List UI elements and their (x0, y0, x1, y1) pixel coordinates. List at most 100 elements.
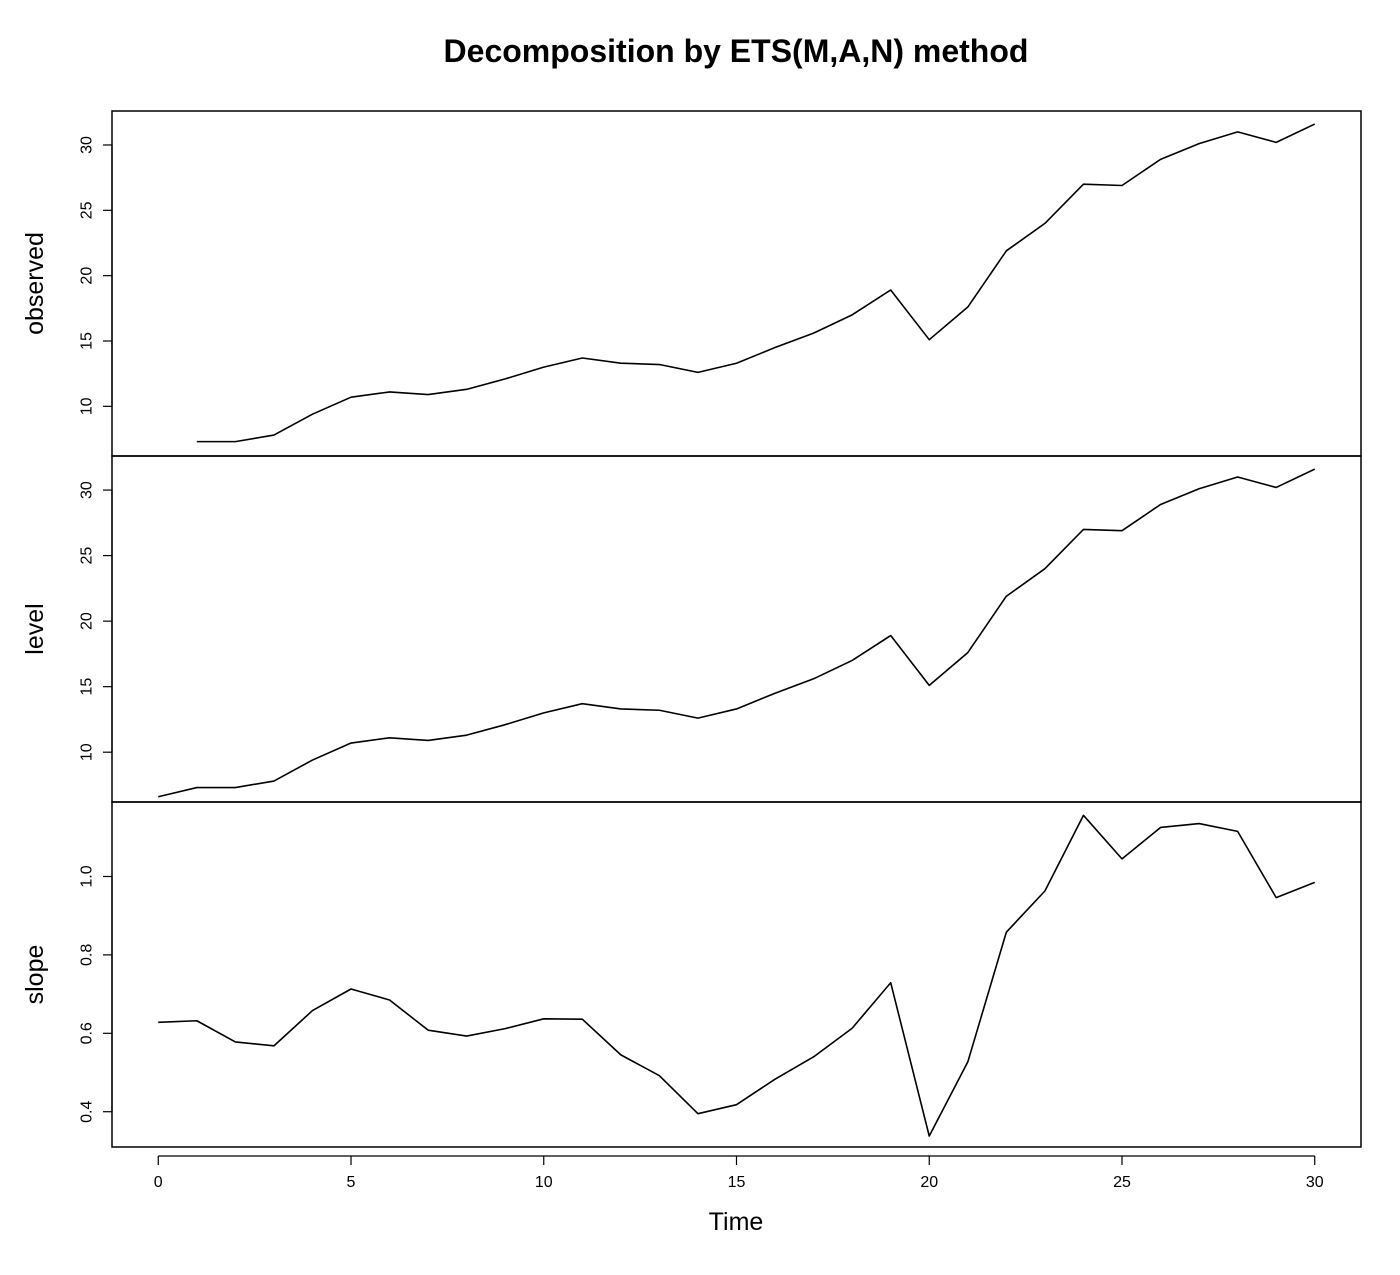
x-axis: 0 5 10 15 20 25 30 (154, 1155, 1324, 1191)
chart-title: Decomposition by ETS(M,A,N) method (444, 33, 1029, 69)
data-point-level (735, 708, 737, 710)
data-point-level (1044, 568, 1046, 570)
data-point-observed (196, 440, 198, 442)
data-point-level (1236, 476, 1238, 478)
data-point-observed (504, 378, 506, 380)
data-point-observed (581, 357, 583, 359)
data-point-observed (350, 396, 352, 398)
data-point-slope (157, 1021, 159, 1023)
data-point-observed (427, 393, 429, 395)
data-point-level (658, 709, 660, 711)
data-point-observed (658, 363, 660, 365)
data-point-observed (1275, 141, 1277, 143)
y-tick-label: 25 (79, 201, 96, 219)
panels-layer: observed 10 15 20 25 30 level 10 15 20 25 30 slope 0.… (21, 110, 1362, 1148)
data-point-observed (774, 346, 776, 348)
data-point-slope (774, 1078, 776, 1080)
data-point-observed (1044, 222, 1046, 224)
data-point-slope (1005, 931, 1007, 933)
panel-frame (111, 455, 1362, 803)
data-point-slope (427, 1029, 429, 1031)
data-point-level (427, 739, 429, 741)
y-tick-label: 30 (79, 136, 96, 154)
data-point-slope (812, 1056, 814, 1058)
y-tick-label: 10 (79, 397, 96, 415)
data-point-slope (1314, 881, 1316, 883)
data-point-slope (1082, 814, 1084, 816)
data-point-observed (851, 314, 853, 316)
data-point-level (1275, 486, 1277, 488)
data-point-observed (967, 306, 969, 308)
data-point-observed (890, 289, 892, 291)
series-line-level (158, 468, 1316, 798)
data-point-slope (581, 1018, 583, 1020)
data-point-slope (1275, 896, 1277, 898)
data-point-slope (658, 1074, 660, 1076)
data-point-level (465, 734, 467, 736)
data-point-level (196, 786, 198, 788)
y-tick-label: 0.4 (79, 1100, 96, 1122)
data-point-observed (388, 391, 390, 393)
y-tick-label: 10 (79, 743, 96, 761)
data-point-level (1121, 530, 1123, 532)
panel-label-level: level (21, 603, 49, 654)
data-point-level (890, 634, 892, 636)
panel-label-observed: observed (21, 232, 49, 335)
data-point-level (697, 717, 699, 719)
data-point-slope (234, 1041, 236, 1043)
data-point-slope (465, 1035, 467, 1037)
data-point-slope (196, 1020, 198, 1022)
y-tick-label: 0.8 (79, 944, 96, 966)
data-point-slope (504, 1027, 506, 1029)
x-tick-label: 30 (1306, 1174, 1324, 1191)
data-point-slope (967, 1061, 969, 1063)
panel-frame (111, 801, 1362, 1148)
data-point-level (774, 692, 776, 694)
data-point-level (851, 659, 853, 661)
data-point-level (350, 742, 352, 744)
data-point-level (234, 786, 236, 788)
data-point-observed (273, 434, 275, 436)
data-point-level (273, 780, 275, 782)
data-point-slope (851, 1027, 853, 1029)
x-tick-label: 5 (347, 1174, 356, 1191)
data-point-slope (735, 1103, 737, 1105)
series-line-slope (158, 814, 1316, 1137)
y-tick-label: 15 (79, 332, 96, 350)
x-axis-title: Time (709, 1208, 764, 1236)
data-point-observed (311, 413, 313, 415)
data-point-level (311, 759, 313, 761)
data-point-level (581, 703, 583, 705)
data-point-level (1198, 488, 1200, 490)
data-point-observed (928, 338, 930, 340)
data-point-slope (1121, 858, 1123, 860)
data-point-observed (234, 440, 236, 442)
y-tick-label: 1.0 (79, 865, 96, 887)
y-tick-label: 20 (79, 267, 96, 285)
x-tick-label: 15 (728, 1174, 746, 1191)
data-point-slope (273, 1045, 275, 1047)
data-point-slope (890, 982, 892, 984)
y-tick-label: 20 (79, 612, 96, 630)
x-tick-label: 20 (920, 1174, 938, 1191)
data-point-level (928, 684, 930, 686)
data-point-observed (697, 371, 699, 373)
data-point-slope (620, 1054, 622, 1056)
data-point-slope (543, 1018, 545, 1020)
data-point-level (812, 678, 814, 680)
data-point-observed (1198, 142, 1200, 144)
data-point-level (504, 723, 506, 725)
data-point-level (157, 796, 159, 798)
data-point-observed (1082, 183, 1084, 185)
data-point-level (967, 651, 969, 653)
series-line-observed (196, 123, 1316, 443)
data-point-slope (311, 1009, 313, 1011)
x-tick-label: 10 (535, 1174, 553, 1191)
data-point-observed (1005, 250, 1007, 252)
data-point-slope (388, 999, 390, 1001)
data-point-slope (1159, 826, 1161, 828)
data-point-observed (1236, 131, 1238, 133)
data-point-slope (1236, 830, 1238, 832)
panel-frame (111, 110, 1362, 457)
x-tick-label: 25 (1113, 1174, 1131, 1191)
